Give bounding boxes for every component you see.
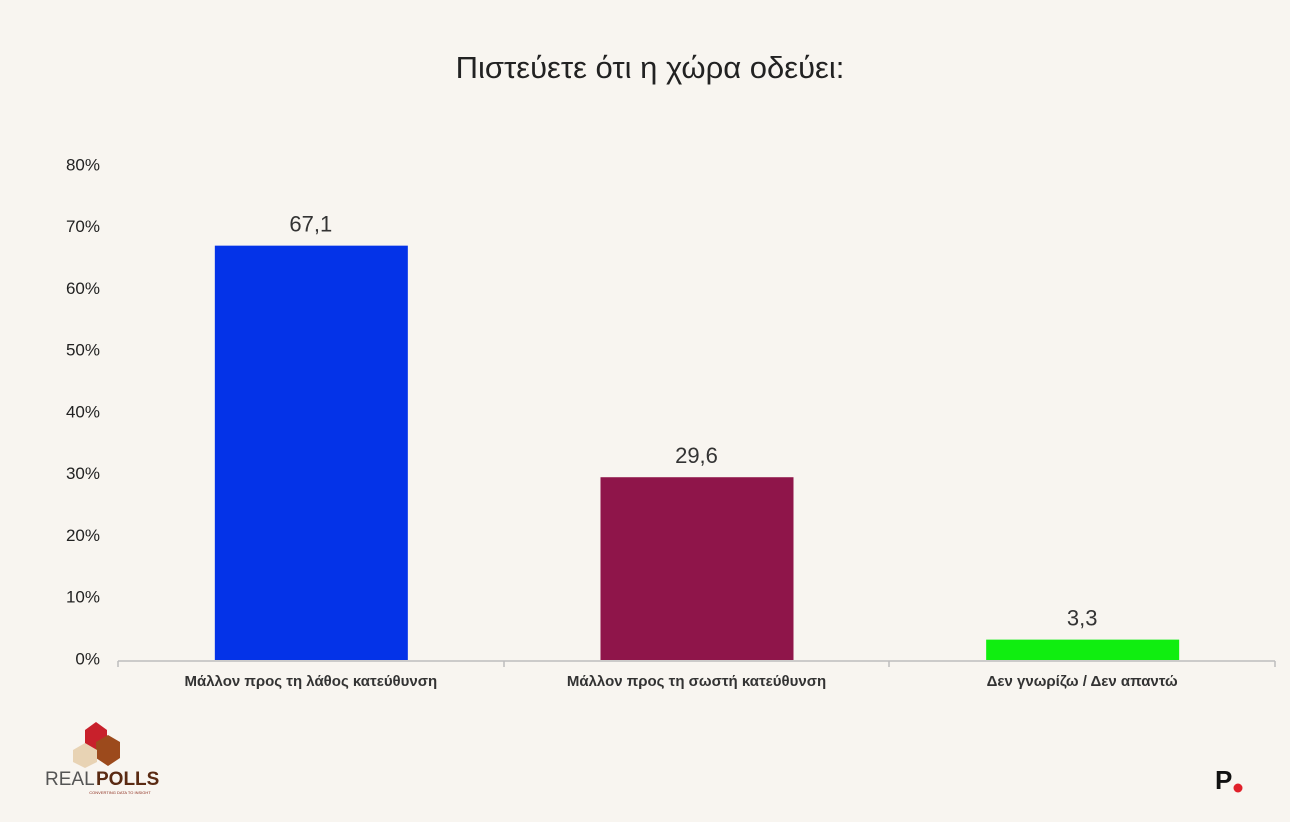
value-label: 3,3 (1067, 605, 1098, 630)
logo-cube (73, 743, 97, 768)
realpolls-logo: REAL POLLS CONVERTING DATA TO INSIGHT (45, 722, 159, 795)
y-tick-label: 60% (66, 279, 100, 298)
y-tick-label: 20% (66, 526, 100, 545)
x-tick-label: Μάλλον προς τη λάθος κατεύθυνση (184, 673, 437, 690)
logo-tagline: CONVERTING DATA TO INSIGHT (89, 790, 151, 795)
bar (214, 245, 408, 660)
logo-cube (96, 735, 120, 766)
logo-text: POLLS (96, 769, 159, 790)
y-tick-label: 40% (66, 402, 100, 421)
y-tick-label: 0% (75, 649, 100, 668)
value-label: 67,1 (289, 211, 332, 236)
logo-text: P (1215, 765, 1232, 795)
chart-title: Πιστεύετε ότι η χώρα οδεύει: (456, 50, 845, 85)
y-tick-label: 50% (66, 341, 100, 360)
p-logo: P (1215, 765, 1243, 795)
y-tick-label: 70% (66, 217, 100, 236)
logo-dot (1233, 783, 1243, 793)
x-tick-label: Δεν γνωρίζω / Δεν απαντώ (987, 673, 1178, 690)
y-tick-label: 80% (66, 155, 100, 174)
x-tick-label: Μάλλον προς τη σωστή κατεύθυνση (567, 673, 826, 690)
axis-frame (117, 660, 1276, 667)
value-label: 29,6 (675, 443, 718, 468)
y-tick-label: 10% (66, 588, 100, 607)
y-tick-label: 30% (66, 464, 100, 483)
logo-text: REAL (45, 769, 95, 790)
bar (600, 477, 794, 660)
bar (986, 639, 1180, 660)
